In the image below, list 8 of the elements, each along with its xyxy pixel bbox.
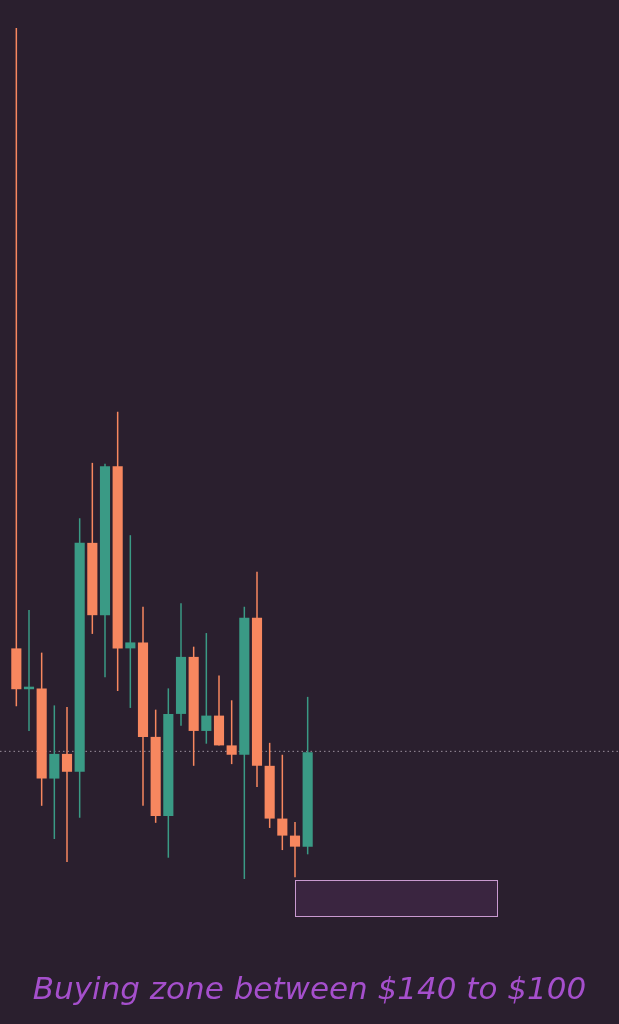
candlestick [11, 27, 22, 707]
candlestick [125, 534, 136, 709]
text: Buying zone between $140 to $100 [31, 970, 588, 1006]
candlestick [277, 754, 288, 851]
candlestick [201, 632, 212, 745]
candlestick [61, 706, 73, 863]
candlestick [226, 699, 237, 765]
candlestick [289, 821, 301, 879]
